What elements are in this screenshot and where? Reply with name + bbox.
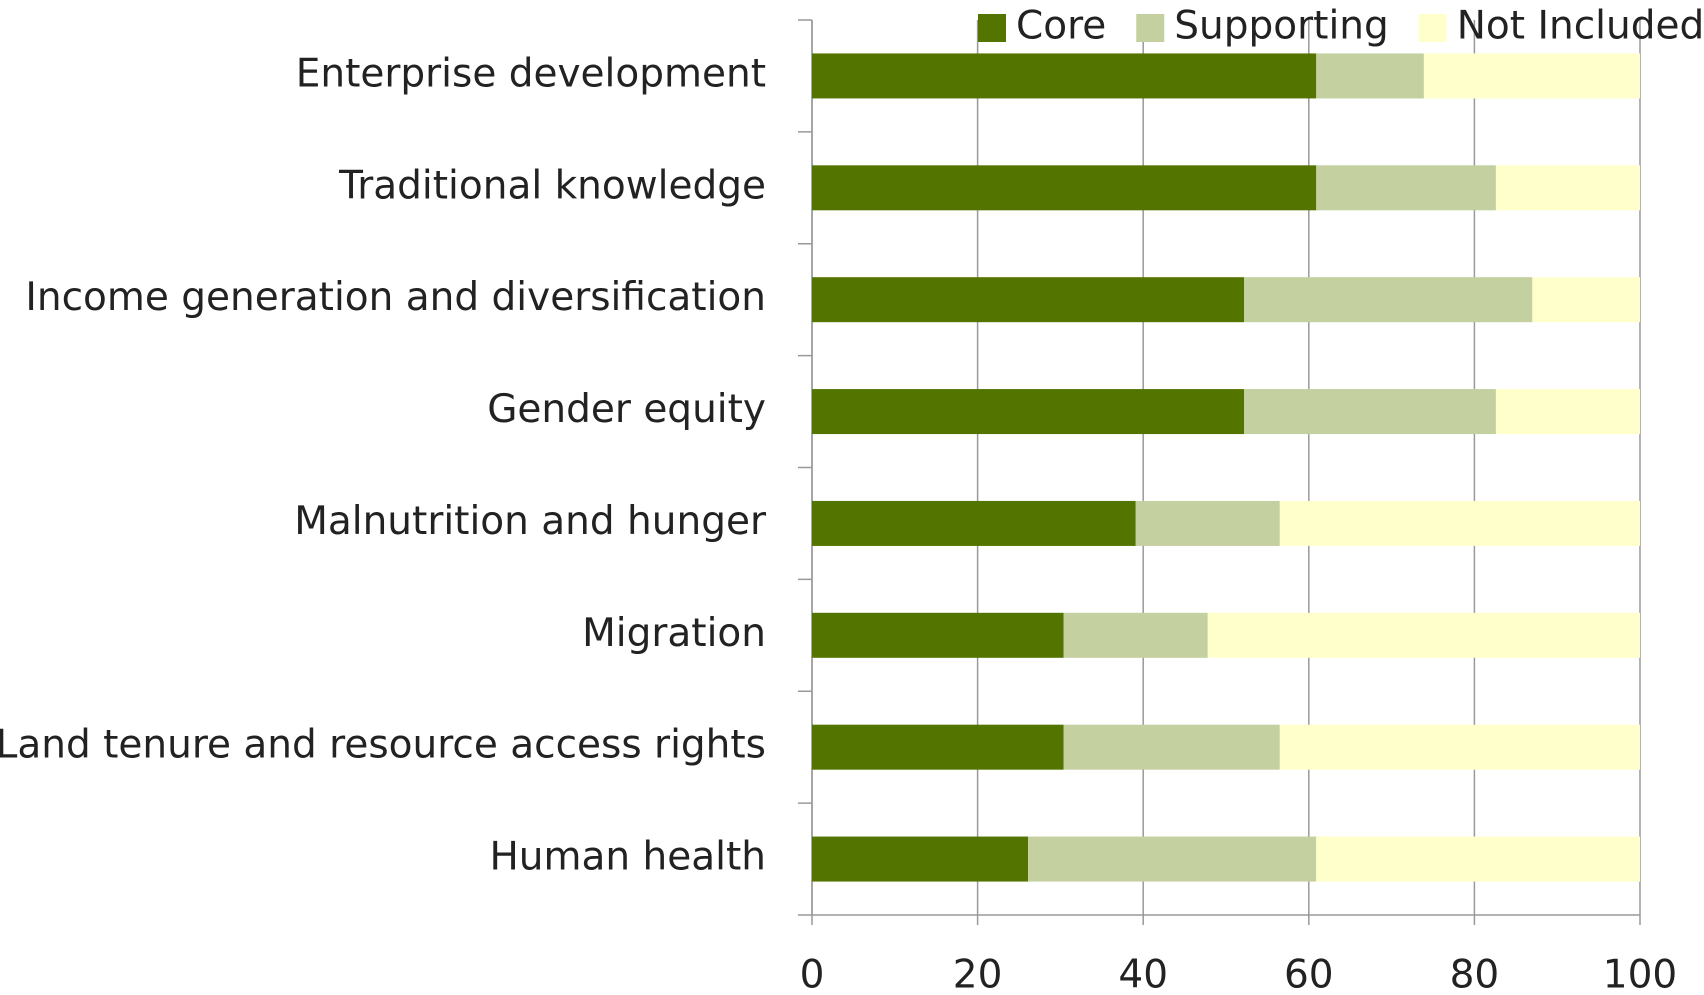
legend-label: Core	[1016, 4, 1106, 49]
bar-segment	[1316, 165, 1496, 211]
x-tick-label: 100	[1603, 953, 1677, 995]
bar-segment	[1135, 500, 1280, 546]
x-tick-label: 20	[953, 953, 1003, 995]
bar-segment	[1207, 612, 1640, 658]
y-tick-label: Migration	[582, 611, 766, 656]
y-tick-label: Land tenure and resource access rights	[0, 723, 766, 768]
bar-segment	[1316, 53, 1424, 99]
bar-segment	[1279, 500, 1640, 546]
y-tick-label: Gender equity	[487, 387, 766, 432]
x-tick-label: 0	[800, 953, 825, 995]
legend-label: Supporting	[1174, 4, 1388, 49]
y-tick-label: Human health	[489, 835, 766, 880]
y-tick-label: Traditional knowledge	[338, 163, 766, 208]
bar-segment	[1279, 724, 1640, 770]
bar-segment	[812, 389, 1245, 435]
bar-segment	[1495, 165, 1640, 211]
bar-segment	[1244, 277, 1533, 323]
bar-segment	[1244, 389, 1496, 435]
bar-segment	[812, 836, 1029, 882]
bar-segment	[812, 53, 1317, 99]
bar-segment	[812, 165, 1317, 211]
y-tick-label: Income generation and diversification	[25, 275, 766, 320]
legend-swatch	[1136, 14, 1165, 42]
bar-segment	[1063, 724, 1280, 770]
y-tick-label: Enterprise development	[296, 51, 766, 96]
bar-segment	[1063, 612, 1208, 658]
bar-segment	[812, 500, 1136, 546]
bar-segment	[812, 724, 1064, 770]
bar-segment	[1495, 389, 1640, 435]
legend-swatch	[978, 14, 1006, 42]
legend-label: Not Included	[1457, 4, 1704, 49]
bar-segment	[1423, 53, 1640, 99]
bar-segment	[1028, 836, 1317, 882]
x-tick-label: 80	[1450, 953, 1500, 995]
bar-segment	[812, 277, 1245, 323]
bar-segment	[1316, 836, 1640, 882]
x-tick-label: 60	[1284, 953, 1334, 995]
legend-swatch	[1418, 14, 1447, 42]
x-tick-label: 40	[1118, 953, 1168, 995]
y-tick-label: Malnutrition and hunger	[294, 499, 767, 544]
bar-segment	[812, 612, 1064, 658]
bar-segment	[1532, 277, 1640, 323]
